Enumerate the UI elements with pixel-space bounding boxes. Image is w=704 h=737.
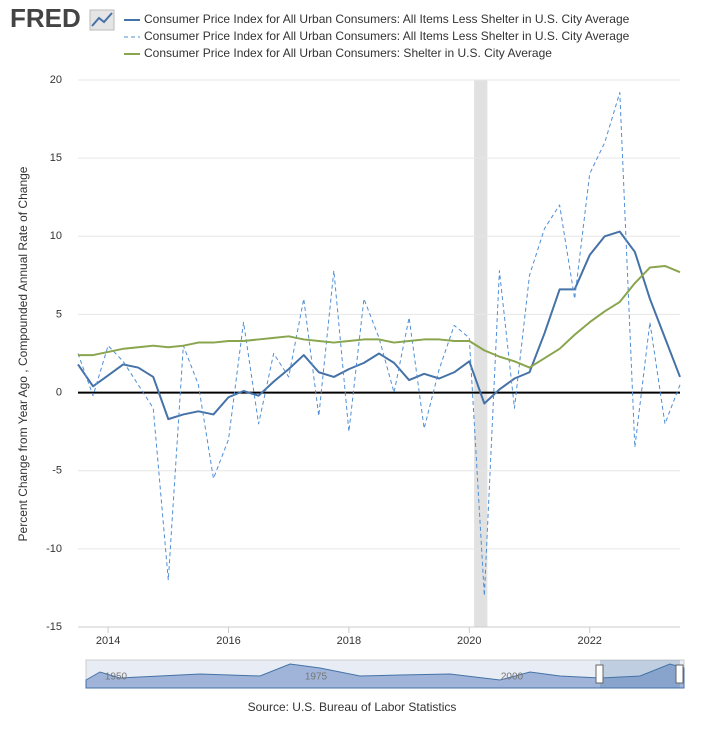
- y-tick-label: -15: [46, 621, 62, 633]
- y-tick-label: -5: [52, 465, 62, 477]
- x-tick-label: 2020: [457, 635, 481, 647]
- x-tick-label: 2014: [96, 635, 120, 647]
- x-tick-label: 2016: [216, 635, 240, 647]
- navigator-label: 2000: [501, 672, 524, 683]
- y-axis-label: Percent Change from Year Ago , Compounde…: [16, 166, 30, 541]
- x-tick-label: 2022: [577, 635, 601, 647]
- legend-label: Consumer Price Index for All Urban Consu…: [144, 12, 630, 26]
- y-tick-label: -10: [46, 543, 62, 555]
- navigator-label: 1950: [105, 672, 128, 683]
- legend: Consumer Price Index for All Urban Consu…: [124, 12, 630, 60]
- y-tick-label: 5: [56, 308, 62, 320]
- logo-icon: [89, 9, 115, 31]
- source: Source: U.S. Bureau of Labor Statistics: [248, 700, 457, 714]
- legend-label: Consumer Price Index for All Urban Consu…: [144, 46, 552, 60]
- navigator-label: 1975: [305, 672, 328, 683]
- logo: FRED: [10, 3, 81, 33]
- x-tick-label: 2018: [337, 635, 361, 647]
- y-tick-label: 0: [56, 386, 62, 398]
- legend-label: Consumer Price Index for All Urban Consu…: [144, 29, 630, 43]
- y-tick-label: 10: [50, 230, 62, 242]
- y-tick-label: 20: [50, 74, 62, 86]
- y-tick-label: 15: [50, 152, 62, 164]
- recession-band: [474, 80, 488, 627]
- navigator: [85, 659, 685, 689]
- series-line: [77, 230, 681, 421]
- series-line: [78, 264, 681, 369]
- series-line: [77, 92, 681, 597]
